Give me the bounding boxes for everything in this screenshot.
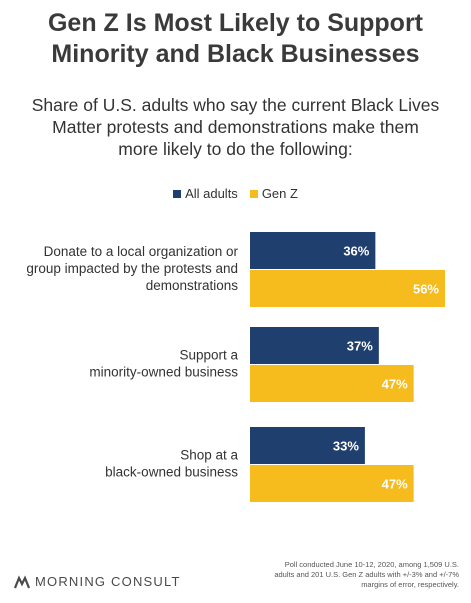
data-label-gen-z-0: 56% (413, 282, 439, 297)
methodology-note: Poll conducted June 10-12, 2020, among 1… (244, 560, 459, 590)
chart-title: Gen Z Is Most Likely to Support Minority… (0, 8, 471, 70)
bar-gen-z-0 (250, 270, 445, 307)
category-label-0-line-1: group impacted by the protests and (26, 261, 238, 276)
chart-title-line-1: Gen Z Is Most Likely to Support (47, 9, 424, 37)
bar-gen-z-1 (250, 365, 414, 402)
bar-gen-z-2 (250, 465, 414, 502)
bar-all-adults-1 (250, 327, 379, 364)
category-label-2-line-1: black-owned business (105, 465, 238, 480)
methodology-note-line-2: adults and 201 U.S. Gen Z adults with +/… (274, 570, 459, 579)
bar-all-adults-2 (250, 427, 365, 464)
legend-item-all-adults: All adults (173, 186, 238, 201)
category-label-0-line-0: Donate to a local organization or (44, 244, 239, 259)
legend-label-all-adults: All adults (185, 186, 238, 201)
category-label-2-line-0: Shop at a (180, 448, 238, 463)
chart-subtitle-line-1: Share of U.S. adults who say the current… (31, 95, 440, 115)
chart-legend: All adults Gen Z (0, 186, 471, 201)
data-label-gen-z-2: 47% (382, 477, 408, 492)
bar-chart: 36% 56% Donate to a local organization or g… (26, 232, 445, 502)
methodology-note-line-3: margins of error, respectively. (361, 580, 459, 589)
chart-subtitle-line-2: Matter protests and demonstrations make … (52, 117, 419, 137)
category-label-1-line-1: minority-owned business (89, 365, 238, 380)
category-label-1-line-0: Support a (179, 348, 238, 363)
legend-label-gen-z: Gen Z (261, 186, 298, 201)
data-label-all-adults-2: 33% (333, 439, 359, 454)
chart-subtitle: Share of U.S. adults who say the current… (0, 94, 471, 160)
brand-logo: MORNING CONSULT (14, 574, 181, 589)
methodology-note-line-1: Poll conducted June 10-12, 2020, among 1… (284, 560, 459, 569)
category-label-0-line-2: demonstrations (146, 278, 239, 293)
bar-all-adults-0 (250, 232, 376, 269)
data-label-all-adults-1: 37% (347, 339, 373, 354)
brand-name: MORNING CONSULT (35, 574, 181, 589)
legend-item-gen-z: Gen Z (249, 186, 298, 201)
chart-title-line-2: Minority and Black Businesses (51, 40, 420, 68)
legend-swatch-gen-z (249, 189, 258, 198)
data-label-gen-z-1: 47% (382, 377, 408, 392)
legend-swatch-all-adults (173, 189, 182, 198)
morning-consult-logo-icon (14, 574, 30, 588)
chart-subtitle-line-3: more likely to do the following: (118, 139, 353, 159)
data-label-all-adults-0: 36% (343, 244, 369, 259)
